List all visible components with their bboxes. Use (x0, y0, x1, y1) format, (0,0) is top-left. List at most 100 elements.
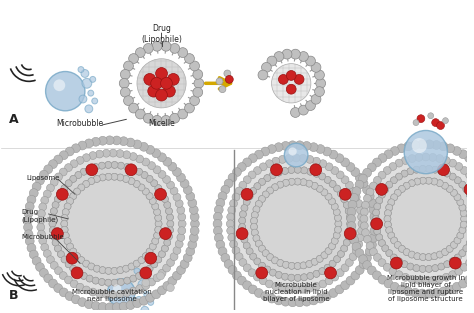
Circle shape (414, 178, 421, 185)
Circle shape (142, 253, 149, 259)
Circle shape (111, 173, 118, 180)
Circle shape (461, 215, 467, 222)
Circle shape (369, 182, 377, 190)
Circle shape (294, 275, 301, 281)
Circle shape (232, 193, 240, 201)
Circle shape (472, 209, 474, 216)
Circle shape (419, 254, 427, 260)
Circle shape (157, 286, 166, 295)
Circle shape (237, 162, 246, 172)
Circle shape (61, 256, 68, 263)
Circle shape (255, 240, 262, 247)
Circle shape (432, 141, 441, 149)
Circle shape (316, 185, 323, 192)
Circle shape (152, 115, 162, 125)
Circle shape (239, 230, 246, 237)
Circle shape (341, 196, 347, 203)
Circle shape (146, 265, 153, 272)
Circle shape (313, 170, 320, 177)
Circle shape (227, 213, 235, 221)
Circle shape (444, 170, 451, 177)
Circle shape (111, 162, 118, 168)
Circle shape (288, 274, 295, 281)
Circle shape (123, 176, 129, 182)
Circle shape (358, 227, 365, 235)
Circle shape (294, 275, 301, 281)
Circle shape (441, 249, 448, 255)
Circle shape (387, 181, 464, 257)
Circle shape (450, 242, 457, 249)
Circle shape (239, 181, 247, 189)
Circle shape (254, 182, 338, 266)
Circle shape (128, 263, 135, 270)
Circle shape (374, 228, 381, 235)
Circle shape (165, 233, 173, 240)
Text: Micelle: Micelle (148, 120, 175, 129)
Circle shape (358, 220, 366, 228)
Circle shape (403, 249, 410, 255)
Circle shape (133, 260, 140, 267)
Circle shape (164, 239, 171, 246)
Circle shape (213, 219, 222, 228)
Circle shape (454, 177, 461, 184)
Circle shape (154, 209, 161, 216)
Circle shape (269, 269, 276, 276)
Circle shape (146, 192, 153, 199)
Circle shape (254, 258, 261, 265)
Circle shape (267, 254, 273, 260)
Circle shape (124, 164, 131, 171)
Circle shape (409, 251, 415, 258)
Circle shape (142, 188, 149, 195)
Circle shape (124, 96, 133, 105)
Circle shape (138, 280, 148, 290)
Circle shape (341, 176, 349, 184)
Circle shape (333, 232, 340, 239)
Circle shape (355, 240, 363, 248)
Circle shape (418, 289, 427, 298)
Circle shape (355, 199, 363, 208)
Circle shape (142, 253, 149, 259)
Circle shape (41, 243, 49, 251)
Circle shape (324, 177, 331, 183)
Circle shape (256, 267, 268, 279)
Circle shape (24, 230, 33, 239)
Circle shape (111, 173, 118, 180)
Circle shape (325, 248, 332, 254)
Circle shape (253, 206, 260, 213)
Circle shape (50, 233, 57, 240)
Circle shape (334, 185, 340, 192)
Circle shape (372, 215, 379, 222)
Circle shape (295, 298, 304, 307)
Circle shape (248, 285, 257, 294)
Circle shape (86, 166, 93, 172)
Circle shape (407, 263, 414, 270)
Circle shape (294, 263, 301, 269)
Circle shape (126, 138, 135, 147)
Circle shape (52, 228, 64, 239)
Circle shape (50, 208, 57, 215)
Circle shape (346, 276, 355, 285)
Circle shape (124, 277, 131, 284)
Circle shape (226, 75, 233, 83)
Circle shape (177, 233, 185, 241)
Circle shape (262, 191, 269, 198)
Circle shape (241, 205, 248, 212)
Circle shape (262, 250, 269, 257)
Circle shape (321, 252, 328, 259)
Circle shape (233, 271, 241, 280)
Circle shape (300, 262, 307, 269)
Circle shape (431, 178, 438, 185)
Circle shape (62, 232, 69, 239)
Circle shape (364, 157, 474, 281)
Circle shape (374, 228, 381, 235)
Circle shape (92, 277, 99, 284)
Circle shape (301, 274, 308, 281)
Circle shape (442, 156, 450, 164)
Circle shape (258, 196, 265, 203)
Circle shape (438, 168, 445, 175)
Circle shape (70, 248, 77, 255)
Circle shape (186, 247, 195, 256)
Circle shape (83, 181, 90, 187)
Circle shape (282, 49, 292, 59)
Circle shape (295, 141, 304, 150)
